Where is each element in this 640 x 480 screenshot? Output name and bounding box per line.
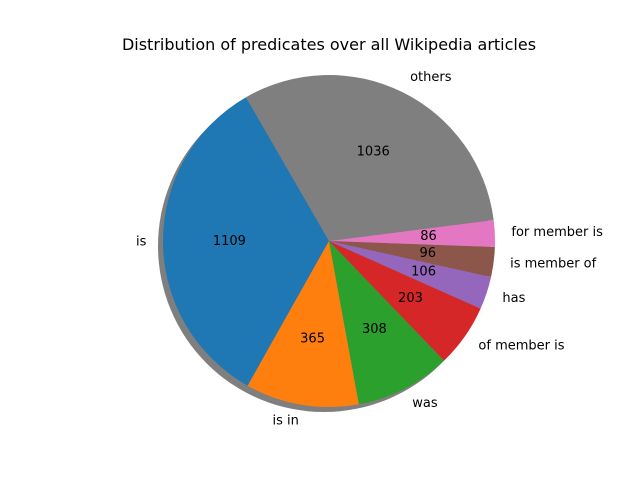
slice-value-is: 1109 bbox=[213, 234, 246, 249]
slice-label-others: others bbox=[410, 70, 452, 85]
slice-label-for-member-is: for member is bbox=[511, 225, 603, 240]
slice-value-is-in: 365 bbox=[300, 332, 325, 347]
pie-labels: 1109 is 365 is in 308 was 203 of member is 106 ha… bbox=[136, 70, 603, 429]
pie-slice-others bbox=[246, 75, 494, 242]
slice-value-of-member-is: 203 bbox=[398, 291, 423, 306]
pie-slice-of-member-is bbox=[329, 241, 481, 361]
pie-slice-is-member-of bbox=[329, 241, 495, 277]
slice-value-for-member-is: 86 bbox=[420, 229, 437, 244]
slice-label-is-in: is in bbox=[273, 414, 299, 429]
pie-slice-is bbox=[163, 97, 329, 386]
slice-value-others: 1036 bbox=[357, 144, 390, 159]
slice-label-was: was bbox=[412, 396, 438, 411]
pie-slice-for-member-is bbox=[329, 219, 495, 247]
slice-label-of-member-is: of member is bbox=[478, 338, 564, 353]
pie-slices bbox=[163, 75, 495, 407]
slice-value-has: 106 bbox=[411, 265, 436, 280]
slice-value-is-member-of: 96 bbox=[420, 246, 437, 261]
slice-value-was: 308 bbox=[362, 322, 387, 337]
slice-label-is: is bbox=[136, 235, 147, 250]
pie-slice-is-in bbox=[247, 241, 359, 407]
chart-title: Distribution of predicates over all Wiki… bbox=[122, 35, 536, 54]
pie-slice-was bbox=[329, 241, 445, 405]
slice-label-has: has bbox=[502, 291, 525, 306]
pie-slice-has bbox=[329, 241, 492, 309]
slice-label-is-member-of: is member of bbox=[510, 257, 597, 272]
